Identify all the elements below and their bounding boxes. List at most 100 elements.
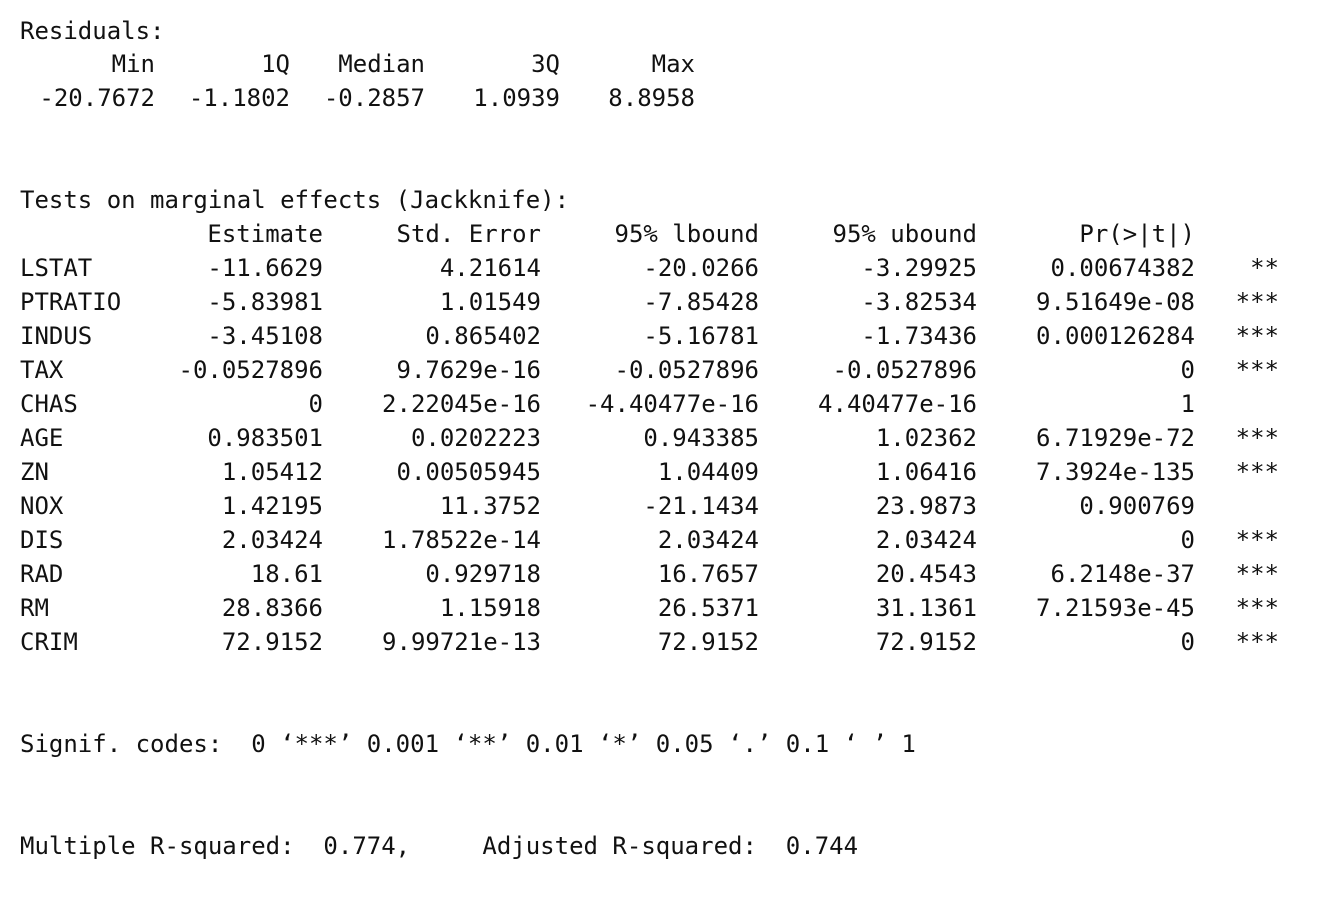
row-variable-name: TAX bbox=[20, 356, 64, 384]
cell-pvalue: 0 bbox=[1180, 356, 1195, 384]
cell-pvalue: 0.00674382 bbox=[1050, 254, 1196, 282]
cell-ubound: 72.9152 bbox=[875, 628, 977, 656]
residuals-header-median: Median bbox=[338, 50, 425, 78]
row-variable-name: RM bbox=[20, 594, 49, 622]
cell-std-error: 1.01549 bbox=[439, 288, 541, 316]
marginal-header-std-error: Std. Error bbox=[396, 220, 542, 248]
cell-pvalue: 7.21593e-45 bbox=[1036, 594, 1195, 622]
marginal-header-pvalue: Pr(>|t|) bbox=[1079, 220, 1195, 248]
cell-std-error: 0.00505945 bbox=[396, 458, 542, 486]
cell-std-error: 0.929718 bbox=[425, 560, 541, 588]
significance-stars: *** bbox=[1235, 594, 1279, 622]
residuals-title: Residuals: bbox=[20, 17, 165, 45]
cell-estimate: 72.9152 bbox=[221, 628, 323, 656]
cell-std-error: 1.15918 bbox=[439, 594, 541, 622]
residuals-value-median: -0.2857 bbox=[323, 84, 425, 112]
residuals-value-3q: 1.0939 bbox=[473, 84, 560, 112]
cell-lbound: 72.9152 bbox=[657, 628, 759, 656]
cell-lbound: -20.0266 bbox=[643, 254, 759, 282]
cell-std-error: 9.7629e-16 bbox=[396, 356, 542, 384]
cell-estimate: 2.03424 bbox=[221, 526, 323, 554]
marginal-header-ubound: 95% ubound bbox=[832, 220, 978, 248]
cell-lbound: 16.7657 bbox=[657, 560, 759, 588]
cell-std-error: 2.22045e-16 bbox=[382, 390, 541, 418]
cell-std-error: 9.99721e-13 bbox=[382, 628, 541, 656]
row-variable-name: PTRATIO bbox=[20, 288, 122, 316]
row-variable-name: ZN bbox=[20, 458, 49, 486]
cell-ubound: 31.1361 bbox=[875, 594, 977, 622]
cell-estimate: 0.983501 bbox=[207, 424, 323, 452]
cell-lbound: 0.943385 bbox=[643, 424, 759, 452]
cell-std-error: 0.865402 bbox=[425, 322, 541, 350]
row-variable-name: INDUS bbox=[20, 322, 93, 350]
cell-estimate: -0.0527896 bbox=[178, 356, 324, 384]
cell-lbound: -5.16781 bbox=[643, 322, 759, 350]
cell-estimate: 28.8366 bbox=[221, 594, 323, 622]
signif-codes: Signif. codes: 0 ‘***’ 0.001 ‘**’ 0.01 ‘… bbox=[20, 730, 916, 758]
marginal-header-estimate: Estimate bbox=[207, 220, 323, 248]
cell-ubound: -0.0527896 bbox=[832, 356, 978, 384]
residuals-header-min: Min bbox=[111, 50, 155, 78]
row-variable-name: NOX bbox=[20, 492, 64, 520]
cell-ubound: 4.40477e-16 bbox=[818, 390, 977, 418]
row-variable-name: AGE bbox=[20, 424, 64, 452]
cell-ubound: 1.06416 bbox=[875, 458, 977, 486]
row-variable-name: CHAS bbox=[20, 390, 78, 418]
cell-estimate: 0 bbox=[308, 390, 323, 418]
cell-estimate: 18.61 bbox=[250, 560, 323, 588]
cell-pvalue: 0.000126284 bbox=[1036, 322, 1195, 350]
significance-stars bbox=[1195, 491, 1279, 521]
cell-std-error: 4.21614 bbox=[439, 254, 541, 282]
significance-stars: *** bbox=[1235, 424, 1279, 452]
cell-lbound: 26.5371 bbox=[657, 594, 759, 622]
cell-pvalue: 6.2148e-37 bbox=[1050, 560, 1196, 588]
cell-estimate: -5.83981 bbox=[207, 288, 323, 316]
significance-stars: *** bbox=[1235, 458, 1279, 486]
residuals-header-max: Max bbox=[651, 50, 695, 78]
cell-lbound: -0.0527896 bbox=[614, 356, 760, 384]
cell-estimate: -3.45108 bbox=[207, 322, 323, 350]
marginal-header-lbound: 95% lbound bbox=[614, 220, 760, 248]
significance-stars: *** bbox=[1235, 356, 1279, 384]
cell-pvalue: 6.71929e-72 bbox=[1036, 424, 1195, 452]
marginal-title: Tests on marginal effects (Jackknife): bbox=[20, 186, 570, 214]
cell-estimate: 1.05412 bbox=[221, 458, 323, 486]
cell-ubound: 23.9873 bbox=[875, 492, 977, 520]
cell-ubound: -3.29925 bbox=[861, 254, 977, 282]
cell-pvalue: 0.900769 bbox=[1079, 492, 1195, 520]
cell-estimate: -11.6629 bbox=[207, 254, 323, 282]
cell-pvalue: 9.51649e-08 bbox=[1036, 288, 1195, 316]
significance-stars: *** bbox=[1235, 526, 1279, 554]
r-squared-line: Multiple R-squared: 0.774, Adjusted R-sq… bbox=[20, 832, 859, 860]
cell-pvalue: 1 bbox=[1180, 390, 1195, 418]
residuals-header-1q: 1Q bbox=[261, 50, 290, 78]
cell-lbound: 1.04409 bbox=[657, 458, 759, 486]
cell-std-error: 1.78522e-14 bbox=[382, 526, 541, 554]
cell-ubound: 2.03424 bbox=[875, 526, 977, 554]
cell-ubound: 1.02362 bbox=[875, 424, 977, 452]
row-variable-name: LSTAT bbox=[20, 254, 93, 282]
significance-stars: *** bbox=[1235, 288, 1279, 316]
significance-stars bbox=[1195, 389, 1279, 419]
row-variable-name: DIS bbox=[20, 526, 64, 554]
cell-pvalue: 0 bbox=[1180, 526, 1195, 554]
significance-stars: ** bbox=[1250, 254, 1279, 282]
cell-std-error: 0.0202223 bbox=[410, 424, 541, 452]
cell-estimate: 1.42195 bbox=[221, 492, 323, 520]
row-variable-name: RAD bbox=[20, 560, 64, 588]
cell-ubound: -3.82534 bbox=[861, 288, 977, 316]
cell-ubound: -1.73436 bbox=[861, 322, 977, 350]
residuals-value-max: 8.8958 bbox=[608, 84, 695, 112]
cell-lbound: 2.03424 bbox=[657, 526, 759, 554]
row-variable-name: CRIM bbox=[20, 628, 78, 656]
cell-pvalue: 7.3924e-135 bbox=[1036, 458, 1195, 486]
significance-stars: *** bbox=[1235, 322, 1279, 350]
cell-pvalue: 0 bbox=[1180, 628, 1195, 656]
cell-ubound: 20.4543 bbox=[875, 560, 977, 588]
cell-lbound: -21.1434 bbox=[643, 492, 759, 520]
residuals-header-3q: 3Q bbox=[531, 50, 560, 78]
cell-lbound: -4.40477e-16 bbox=[585, 390, 759, 418]
residuals-value-1q: -1.1802 bbox=[188, 84, 290, 112]
cell-lbound: -7.85428 bbox=[643, 288, 759, 316]
significance-stars: *** bbox=[1235, 560, 1279, 588]
